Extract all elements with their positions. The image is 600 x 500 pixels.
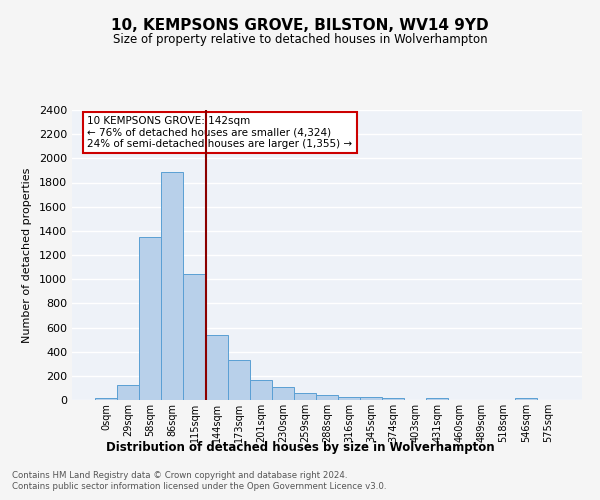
Y-axis label: Number of detached properties: Number of detached properties (22, 168, 32, 342)
Bar (382, 398, 404, 400)
Bar (316, 396, 338, 400)
Text: 10, KEMPSONS GROVE, BILSTON, WV14 9YD: 10, KEMPSONS GROVE, BILSTON, WV14 9YD (111, 18, 489, 32)
Bar (272, 386, 294, 400)
Bar (515, 398, 537, 400)
Bar (294, 393, 316, 400)
Text: Contains public sector information licensed under the Open Government Licence v3: Contains public sector information licen… (12, 482, 386, 491)
Bar (139, 238, 161, 400)
Text: Distribution of detached houses by size in Wolverhampton: Distribution of detached houses by size … (106, 441, 494, 454)
Bar (184, 274, 206, 400)
Bar (161, 172, 184, 400)
Bar (427, 398, 448, 400)
Bar (117, 385, 139, 400)
Bar (250, 380, 272, 400)
Text: Contains HM Land Registry data © Crown copyright and database right 2024.: Contains HM Land Registry data © Crown c… (12, 471, 347, 480)
Bar (338, 396, 360, 400)
Bar (95, 398, 117, 400)
Bar (227, 360, 250, 400)
Bar (360, 397, 382, 400)
Text: 10 KEMPSONS GROVE: 142sqm
← 76% of detached houses are smaller (4,324)
24% of se: 10 KEMPSONS GROVE: 142sqm ← 76% of detac… (88, 116, 352, 149)
Bar (206, 335, 227, 400)
Text: Size of property relative to detached houses in Wolverhampton: Size of property relative to detached ho… (113, 32, 487, 46)
